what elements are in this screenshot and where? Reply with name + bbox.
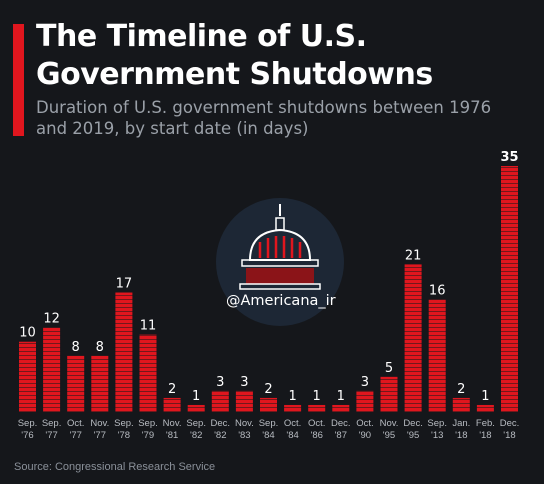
data-label: 35 bbox=[500, 150, 518, 165]
capitol-dome-watermark-icon bbox=[216, 198, 344, 326]
data-label: 5 bbox=[385, 361, 393, 376]
chart-title: The Timeline of U.S. Government Shutdown… bbox=[36, 19, 433, 92]
x-tick-label: Sep. bbox=[138, 418, 158, 429]
x-tick-label: Nov. bbox=[163, 418, 182, 429]
bar bbox=[43, 327, 61, 412]
x-tick-label: Dec. bbox=[403, 418, 423, 429]
x-tick-label: Oct. bbox=[356, 418, 373, 429]
x-tick-label: '87 bbox=[335, 430, 347, 441]
x-tick-label: '90 bbox=[359, 430, 371, 441]
x-tick-label: Oct. bbox=[284, 418, 301, 429]
bar bbox=[260, 397, 277, 412]
data-label: 3 bbox=[240, 375, 248, 390]
x-tick-label: '77 bbox=[70, 430, 82, 441]
x-tick-label: Nov. bbox=[235, 418, 254, 429]
data-label: 11 bbox=[140, 319, 157, 334]
bar bbox=[115, 292, 133, 412]
data-label: 8 bbox=[96, 340, 104, 355]
x-tick-label: Sep. bbox=[42, 418, 62, 429]
bar bbox=[380, 376, 398, 412]
data-label: 1 bbox=[313, 389, 321, 404]
x-tick-label: Nov. bbox=[380, 418, 399, 429]
x-tick-label: '76 bbox=[21, 430, 33, 441]
x-tick-label: '83 bbox=[238, 430, 250, 441]
data-label: 2 bbox=[457, 382, 465, 397]
x-tick-label: Sep. bbox=[186, 418, 206, 429]
data-label: 12 bbox=[43, 312, 60, 327]
bar bbox=[163, 397, 181, 412]
data-label: 1 bbox=[337, 389, 345, 404]
bar bbox=[91, 355, 109, 412]
x-tick-label: Dec. bbox=[331, 418, 351, 429]
bar bbox=[356, 390, 374, 412]
bar bbox=[187, 404, 205, 412]
x-tick-label: '82 bbox=[214, 430, 226, 441]
x-tick-label: Oct. bbox=[67, 418, 84, 429]
x-tick-label: '86 bbox=[311, 430, 323, 441]
bar bbox=[452, 397, 470, 412]
data-label: 17 bbox=[116, 277, 133, 292]
title-accent-bar bbox=[13, 24, 24, 136]
x-tick-label: Sep. bbox=[114, 418, 134, 429]
bar bbox=[404, 264, 422, 412]
data-label: 2 bbox=[264, 382, 272, 397]
x-tick-label: Jan. bbox=[452, 418, 470, 429]
data-label: 3 bbox=[361, 375, 369, 390]
x-tick-label: '82 bbox=[190, 430, 202, 441]
bar bbox=[19, 341, 36, 412]
x-tick-label: '84 bbox=[286, 430, 298, 441]
bar bbox=[476, 404, 494, 412]
x-tick-label: '13 bbox=[431, 430, 443, 441]
data-label: 21 bbox=[405, 248, 422, 263]
bar bbox=[501, 166, 518, 412]
x-tick-label: Sep. bbox=[259, 418, 279, 429]
bar bbox=[332, 404, 350, 412]
data-label: 1 bbox=[288, 389, 296, 404]
bar bbox=[308, 404, 326, 412]
x-tick-label: Feb. bbox=[476, 418, 495, 429]
watermark-handle: @Americana_ir bbox=[226, 293, 336, 309]
data-label: 1 bbox=[481, 389, 489, 404]
x-tick-label: '18 bbox=[503, 430, 515, 441]
x-tick-label: Oct. bbox=[308, 418, 325, 429]
bar bbox=[139, 334, 157, 412]
bar bbox=[235, 390, 253, 412]
x-tick-label: '95 bbox=[383, 430, 395, 441]
x-tick-label: '18 bbox=[455, 430, 467, 441]
x-tick-label: '79 bbox=[142, 430, 154, 441]
x-tick-label: '77 bbox=[94, 430, 106, 441]
data-label: 8 bbox=[72, 340, 80, 355]
x-tick-label: '95 bbox=[407, 430, 419, 441]
x-tick-label: '78 bbox=[118, 430, 130, 441]
data-label: 2 bbox=[168, 382, 176, 397]
data-label: 1 bbox=[192, 389, 200, 404]
data-label: 10 bbox=[19, 326, 36, 341]
x-tick-label: '77 bbox=[45, 430, 57, 441]
x-tick-label: Dec. bbox=[211, 418, 231, 429]
x-tick-label: Sep. bbox=[18, 418, 38, 429]
x-tick-label: Sep. bbox=[427, 418, 447, 429]
data-label: 3 bbox=[216, 375, 224, 390]
x-tick-label: Nov. bbox=[90, 418, 109, 429]
bar bbox=[284, 404, 302, 412]
bar bbox=[211, 390, 229, 412]
x-tick-label: '81 bbox=[166, 430, 178, 441]
source-note: Source: Congressional Research Service bbox=[14, 461, 216, 473]
data-label: 16 bbox=[429, 284, 446, 299]
bar bbox=[428, 299, 446, 412]
x-tick-label: '18 bbox=[479, 430, 491, 441]
x-tick-label: '84 bbox=[262, 430, 274, 441]
bar bbox=[67, 355, 85, 412]
chart-subtitle: Duration of U.S. government shutdowns be… bbox=[36, 98, 492, 138]
x-tick-label: Dec. bbox=[500, 418, 520, 429]
